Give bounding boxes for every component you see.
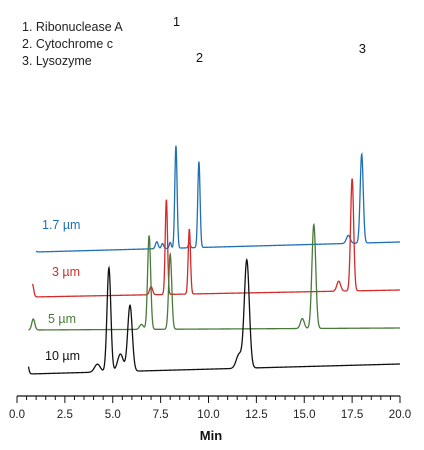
peak-label-3: 3 bbox=[359, 41, 366, 56]
trace-10-m bbox=[27, 257, 401, 375]
peak-label-1: 1 bbox=[173, 14, 180, 29]
trace-label-3um: 3 µm bbox=[52, 265, 80, 279]
legend: 1. Ribonuclease A 2. Cytochrome c 3. Lys… bbox=[22, 20, 123, 68]
x-tick-label: 12.5 bbox=[245, 409, 267, 421]
x-tick-label: 7.5 bbox=[153, 409, 169, 421]
x-axis-ticks: 0.0 2.5 5.0 7.5 10.0 12.5 15.0 17.5 20.0 bbox=[9, 396, 411, 421]
x-tick-label: 17.5 bbox=[341, 409, 363, 421]
trace-label-10um: 10 µm bbox=[45, 349, 80, 363]
legend-entry-cytochrome: 2. Cytochrome c bbox=[22, 37, 113, 51]
trace-5-m bbox=[28, 222, 400, 331]
trace-3-m bbox=[31, 178, 401, 298]
chromatogram-traces bbox=[27, 145, 401, 375]
trace-labels: 1.7 µm 3 µm 5 µm 10 µm bbox=[42, 218, 80, 363]
peak-label-2: 2 bbox=[196, 50, 203, 65]
x-tick-label: 2.5 bbox=[57, 409, 73, 421]
x-tick-label: 10.0 bbox=[197, 409, 219, 421]
x-tick-label: 20.0 bbox=[389, 409, 411, 421]
peak-labels: 1 2 3 bbox=[173, 14, 366, 65]
x-tick-label: 5.0 bbox=[105, 409, 121, 421]
x-tick-label: 0.0 bbox=[9, 409, 25, 421]
x-axis: 0.0 2.5 5.0 7.5 10.0 12.5 15.0 17.5 20.0 Min bbox=[9, 395, 411, 443]
x-axis-title: Min bbox=[200, 428, 222, 443]
trace-label-5um: 5 µm bbox=[48, 312, 76, 326]
legend-entry-ribonuclease: 1. Ribonuclease A bbox=[22, 20, 123, 34]
legend-entry-lysozyme: 3. Lysozyme bbox=[22, 54, 92, 68]
x-tick-label: 15.0 bbox=[293, 409, 315, 421]
trace-1-7-m bbox=[35, 145, 401, 253]
trace-label-1-7um: 1.7 µm bbox=[42, 218, 80, 232]
